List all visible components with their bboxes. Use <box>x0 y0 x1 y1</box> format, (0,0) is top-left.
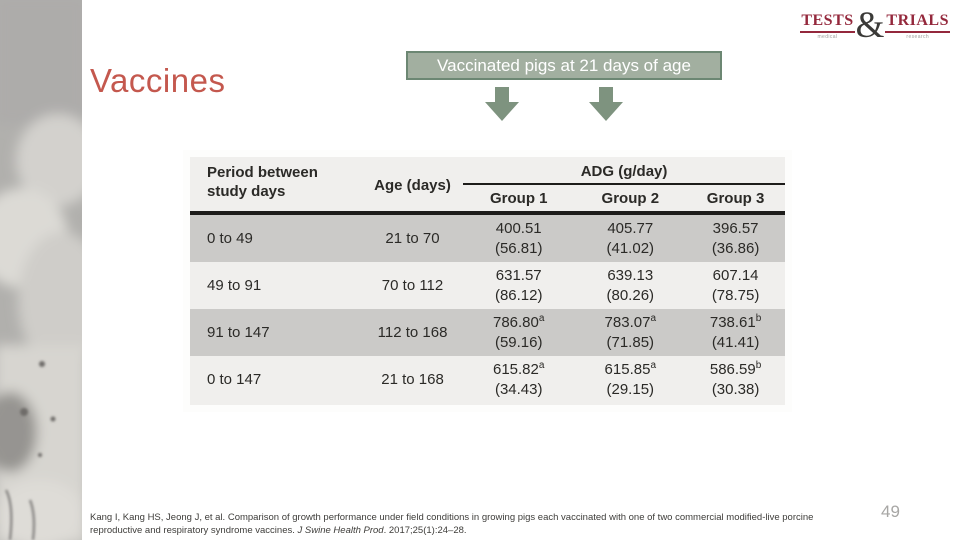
citation-text-after: . 2017;25(1):24–28. <box>383 524 467 536</box>
cell-period: 49 to 91 <box>207 277 262 294</box>
adg-sd: (56.81) <box>494 239 543 257</box>
page-title: Vaccines <box>90 62 226 99</box>
adg-sd: (86.12) <box>494 286 543 304</box>
adg-value: 396.57 <box>712 219 759 237</box>
table-row: 0 to 147 21 to 168 615.82a (34.43) 615.8… <box>190 356 785 403</box>
cell-group2: 639.13 (80.26) <box>574 266 686 306</box>
logo-right-block: TRIALS research <box>885 12 950 40</box>
cell-group3: 738.61b (41.41) <box>686 313 785 353</box>
adg-sd: (34.43) <box>494 380 543 398</box>
cell-group3: 586.59b (30.38) <box>686 360 785 400</box>
cell-period: 91 to 147 <box>207 324 270 341</box>
adg-value: 400.51 <box>495 219 542 237</box>
ampersand-icon: & <box>855 5 885 46</box>
adg-results-table: Period between study days Age (days) ADG… <box>183 150 792 412</box>
callout-vaccinated-pigs: Vaccinated pigs at 21 days of age <box>406 51 722 80</box>
significance-superscript: a <box>538 359 545 371</box>
down-arrow-icon <box>485 87 519 121</box>
pig-photo <box>0 0 82 540</box>
table-field: Period between study days Age (days) ADG… <box>190 157 785 405</box>
logo-word-trials: TRIALS <box>885 12 950 33</box>
cell-group1: 615.82a (34.43) <box>463 360 574 400</box>
cell-period: 0 to 49 <box>207 230 253 247</box>
cell-age: 21 to 70 <box>385 230 440 247</box>
cell-group1: 631.57 (86.12) <box>463 266 574 306</box>
adg-value: 783.07 <box>604 313 651 331</box>
cell-age: 70 to 112 <box>381 277 444 294</box>
adg-value: 607.14 <box>712 266 759 284</box>
cell-group1: 400.51 (56.81) <box>463 219 574 259</box>
down-arrow-icon <box>589 87 623 121</box>
adg-sd: (80.26) <box>606 286 655 304</box>
adg-value: 615.82 <box>492 360 539 378</box>
significance-superscript: a <box>538 312 545 324</box>
adg-value: 615.85 <box>604 360 651 378</box>
logo-left-block: TESTS medical <box>800 12 855 40</box>
cell-period: 0 to 147 <box>207 371 262 388</box>
significance-superscript: a <box>650 312 656 324</box>
header-group-3: Group 3 <box>706 190 765 207</box>
pig-photo-illustration <box>0 0 82 540</box>
significance-superscript: b <box>755 312 762 324</box>
header-group-2: Group 2 <box>601 190 660 207</box>
adg-sd: (29.15) <box>606 380 655 398</box>
logo-tagline-right: research <box>906 33 930 40</box>
header-divider-rule <box>190 211 785 215</box>
logo-word-tests: TESTS <box>800 12 855 33</box>
adg-sd: (78.75) <box>711 286 760 304</box>
header-period-line1: Period between <box>207 164 318 181</box>
adg-value: 786.80 <box>492 313 539 331</box>
header-period: Period between study days <box>190 163 362 208</box>
adg-value: 738.61 <box>709 313 756 331</box>
table-row: 49 to 91 70 to 112 631.57 (86.12) 639.13… <box>190 262 785 309</box>
cell-group3: 396.57 (36.86) <box>686 219 785 259</box>
header-period-line2: study days <box>207 183 286 200</box>
adg-sd: (30.38) <box>711 380 760 398</box>
adg-underline-rule <box>463 183 785 185</box>
cell-group1: 786.80a (59.16) <box>463 313 574 353</box>
table-row: 91 to 147 112 to 168 786.80a (59.16) 783… <box>190 309 785 356</box>
header-groups: Group 1 Group 2 Group 3 <box>463 185 785 208</box>
significance-superscript: b <box>755 359 762 371</box>
adg-value: 639.13 <box>607 266 654 284</box>
cell-age: 21 to 168 <box>381 371 444 388</box>
cell-group3: 607.14 (78.75) <box>686 266 785 306</box>
adg-sd: (41.41) <box>711 333 760 351</box>
citation-text-before: Kang I, Kang HS, Jeong J, et al. Compari… <box>90 512 814 536</box>
cell-group2: 615.85a (29.15) <box>574 360 686 400</box>
citation: Kang I, Kang HS, Jeong J, et al. Compari… <box>90 512 868 537</box>
significance-superscript: a <box>650 359 656 371</box>
logo-tagline-left: medical <box>817 33 838 40</box>
adg-value: 405.77 <box>607 219 654 237</box>
tests-and-trials-logo: TESTS medical & TRIALS research <box>800 5 950 46</box>
table-row: 0 to 49 21 to 70 400.51 (56.81) 405.77 (… <box>190 215 785 262</box>
adg-value: 586.59 <box>709 360 756 378</box>
adg-sd: (41.02) <box>606 239 655 257</box>
header-age: Age (days) <box>374 177 451 194</box>
adg-value: 631.57 <box>495 266 542 284</box>
header-adg-block: ADG (g/day) Group 1 Group 2 Group 3 <box>463 163 785 208</box>
header-group-1: Group 1 <box>490 190 548 207</box>
cell-group2: 783.07a (71.85) <box>574 313 686 353</box>
citation-journal-name: J Swine Health Prod <box>297 524 384 536</box>
adg-sd: (71.85) <box>606 333 655 351</box>
cell-group2: 405.77 (41.02) <box>574 219 686 259</box>
table-header: Period between study days Age (days) ADG… <box>190 163 785 208</box>
header-adg: ADG (g/day) <box>580 163 668 180</box>
cell-age: 112 to 168 <box>377 324 448 341</box>
adg-sd: (36.86) <box>711 239 760 257</box>
page-number: 49 <box>881 502 900 521</box>
adg-sd: (59.16) <box>494 333 543 351</box>
